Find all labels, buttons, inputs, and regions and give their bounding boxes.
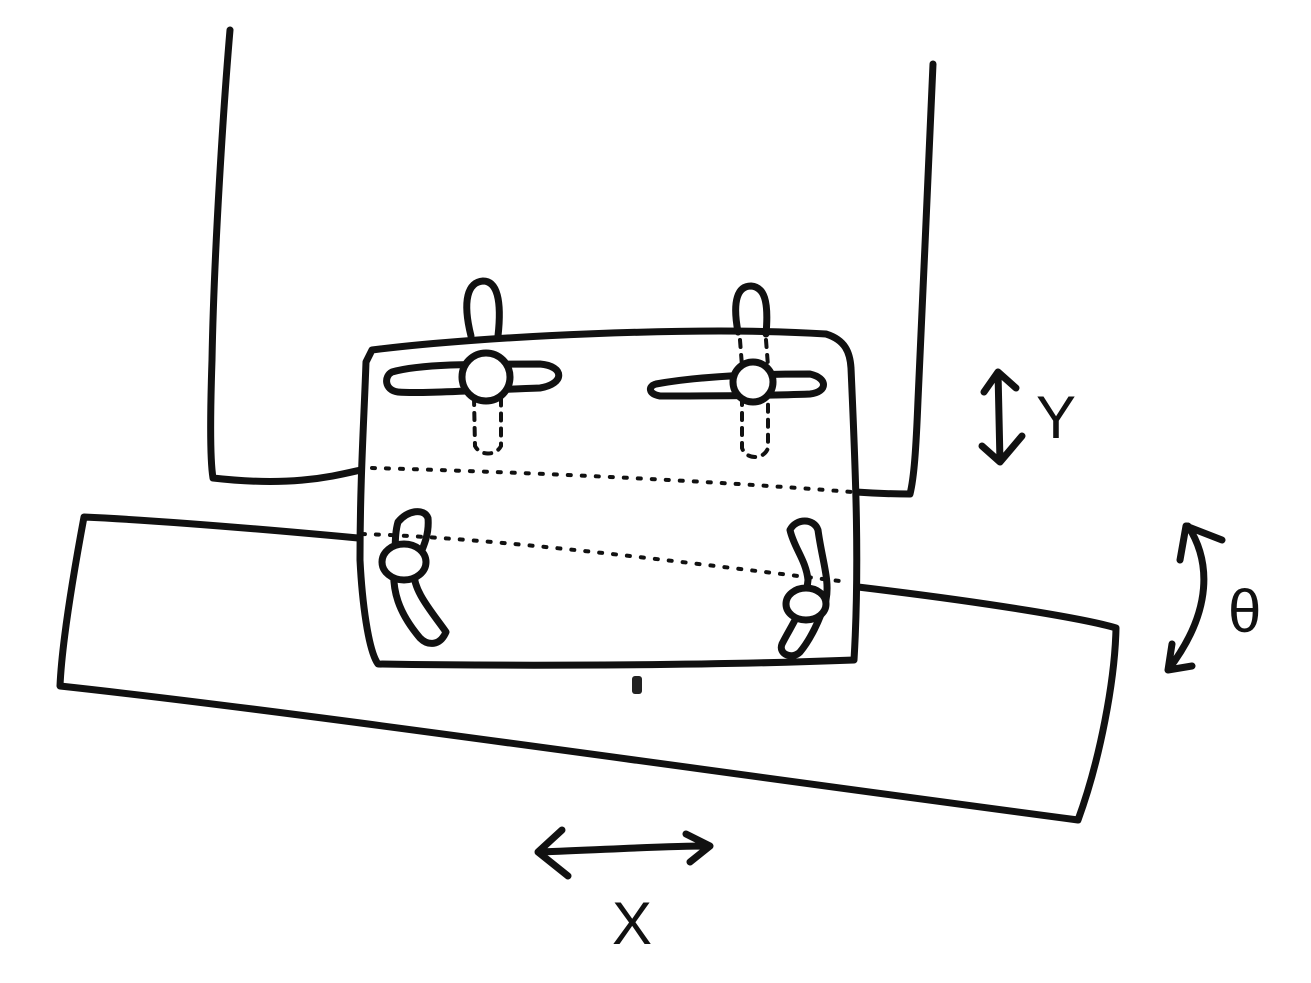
theta-arrow <box>1164 522 1226 674</box>
frame-outline <box>207 26 374 485</box>
slot-curved-right <box>777 517 831 660</box>
reference-line-upper <box>370 466 854 494</box>
frame-outline-right <box>852 60 937 498</box>
reference-line-lower <box>360 532 850 584</box>
pin-top-right <box>729 358 777 406</box>
y-arrow <box>978 368 1026 466</box>
x-arrow <box>534 826 714 880</box>
y-label: Y <box>1036 384 1076 451</box>
slot-hidden-left <box>472 396 503 456</box>
slot-top-right <box>732 282 771 338</box>
lower-bar <box>56 513 1120 824</box>
pin-bottom-right <box>782 584 830 624</box>
pin-top-left <box>458 349 514 405</box>
slot-horizontal-left <box>383 360 563 397</box>
slot-hidden-right <box>740 396 770 459</box>
slot-top-left <box>463 277 503 340</box>
theta-label: θ <box>1228 578 1261 645</box>
x-label: X <box>612 890 652 957</box>
center-marker <box>632 676 642 694</box>
pin-bottom-left <box>378 540 430 584</box>
carriage-plate <box>356 327 861 669</box>
